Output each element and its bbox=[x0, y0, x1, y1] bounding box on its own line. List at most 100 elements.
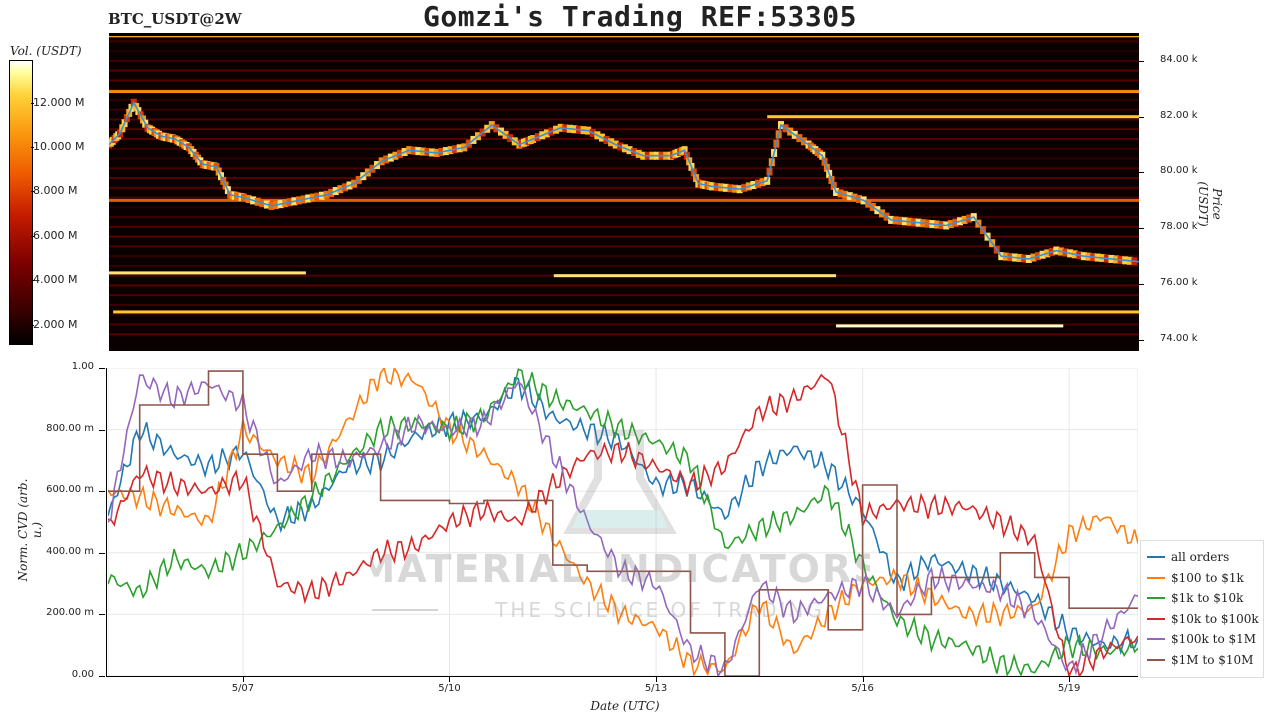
date-tick-mark bbox=[242, 677, 244, 682]
liquidity-band bbox=[109, 303, 1139, 306]
cvd-plot-area bbox=[107, 367, 1139, 677]
liquidity-band bbox=[109, 157, 1139, 160]
date-axis-title: Date (UTC) bbox=[590, 699, 660, 713]
price-tick-label: 76.00 k bbox=[1160, 277, 1198, 289]
liquidity-band bbox=[109, 108, 1139, 111]
price-tick-mark bbox=[1139, 116, 1144, 118]
liquidity-band bbox=[109, 264, 1139, 267]
liquidity-level bbox=[109, 90, 1139, 94]
cvd-chart bbox=[107, 365, 1139, 679]
colorbar-tick: 8.000 M bbox=[33, 184, 78, 197]
liquidity-band bbox=[109, 59, 1139, 62]
cvd-tick-label: 200.00 m bbox=[46, 607, 94, 619]
heatmap-background bbox=[109, 33, 1139, 351]
cvd-tick-label: 1.00 bbox=[71, 361, 94, 372]
colorbar-tick: 12.000 M bbox=[33, 96, 85, 109]
liquidity-band bbox=[109, 98, 1139, 101]
orderbook-heatmap-panel bbox=[106, 33, 1140, 351]
price-tick-label: 74.00 k bbox=[1160, 332, 1198, 344]
date-tick-label: 5/07 bbox=[231, 683, 255, 694]
liquidity-band bbox=[109, 50, 1139, 53]
date-tick-label: 5/19 bbox=[1057, 683, 1081, 694]
volume-colorbar bbox=[9, 60, 33, 345]
cvd-series-line bbox=[108, 370, 1138, 677]
chart-title: Gomzi's Trading REF:53305 bbox=[423, 0, 857, 33]
cvd-tick-mark bbox=[99, 676, 105, 677]
price-tick-mark bbox=[1139, 284, 1144, 286]
cvd-tick-label: 0.00 bbox=[71, 669, 94, 680]
legend-item: $100k to $1M bbox=[1147, 629, 1256, 649]
cvd-tick-mark bbox=[99, 491, 105, 493]
liquidity-band bbox=[109, 294, 1139, 297]
legend-label: all orders bbox=[1171, 550, 1230, 564]
liquidity-level bbox=[767, 115, 1139, 119]
date-tick-mark bbox=[862, 677, 864, 682]
liquidity-band bbox=[109, 128, 1139, 131]
liquidity-band bbox=[109, 333, 1139, 336]
price-tick-mark bbox=[1139, 60, 1144, 62]
price-tick-mark bbox=[1139, 228, 1144, 230]
liquidity-band bbox=[109, 216, 1139, 219]
liquidity-band bbox=[109, 177, 1139, 180]
colorbar-label: Vol. (USDT) bbox=[10, 44, 82, 58]
liquidity-band bbox=[109, 284, 1139, 287]
liquidity-band bbox=[109, 235, 1139, 238]
date-tick-label: 5/13 bbox=[644, 683, 668, 694]
cvd-series-line bbox=[107, 368, 1139, 678]
date-tick-mark bbox=[1069, 677, 1071, 682]
price-tick-mark bbox=[1139, 339, 1144, 341]
liquidity-band bbox=[109, 245, 1139, 248]
orderbook-heatmap bbox=[106, 33, 1140, 351]
liquidity-band bbox=[109, 69, 1139, 72]
colorbar-tick: 10.000 M bbox=[33, 140, 85, 153]
legend-item: all orders bbox=[1147, 547, 1229, 567]
liquidity-band bbox=[109, 118, 1139, 121]
symbol-label: BTC_USDT@2W bbox=[108, 10, 242, 28]
liquidity-band bbox=[109, 79, 1139, 82]
colorbar-tick-mark bbox=[31, 325, 34, 326]
liquidity-band bbox=[109, 186, 1139, 189]
price-tick-label: 78.00 k bbox=[1160, 221, 1198, 233]
liquidity-band bbox=[109, 138, 1139, 140]
cvd-axis-title: Norm. CVD (arb. u.) bbox=[16, 478, 44, 582]
legend-label: $1k to $10k bbox=[1171, 591, 1244, 605]
liquidity-level bbox=[553, 274, 837, 278]
legend-swatch bbox=[1147, 638, 1165, 640]
legend-item: $1M to $10M bbox=[1147, 650, 1253, 670]
cvd-tick-mark bbox=[99, 614, 105, 616]
liquidity-level bbox=[836, 324, 1064, 328]
cvd-tick-mark bbox=[99, 429, 105, 431]
cvd-tick-label: 400.00 m bbox=[46, 545, 94, 557]
date-tick-mark bbox=[656, 677, 658, 682]
liquidity-band bbox=[109, 313, 1139, 316]
cvd-tick-mark bbox=[99, 552, 105, 554]
date-tick-label: 5/16 bbox=[851, 683, 874, 694]
legend-label: $100k to $1M bbox=[1171, 632, 1257, 646]
cvd-tick-label: 800.00 m bbox=[46, 422, 94, 434]
legend-label: $10k to $100k bbox=[1171, 611, 1259, 626]
colorbar-tick-mark bbox=[31, 236, 34, 237]
colorbar-tick: 2.000 M bbox=[33, 318, 78, 331]
price-tick-mark bbox=[1139, 172, 1144, 174]
cvd-tick-label: 600.00 m bbox=[46, 484, 94, 496]
liquidity-band bbox=[109, 206, 1139, 209]
colorbar-tick-mark bbox=[31, 147, 34, 148]
liquidity-band bbox=[109, 196, 1139, 199]
price-axis-title: Price (USDT) bbox=[1196, 181, 1224, 227]
liquidity-band bbox=[109, 255, 1139, 258]
legend-item: $100 to $1k bbox=[1147, 568, 1244, 588]
colorbar-tick: 6.000 M bbox=[33, 229, 78, 242]
liquidity-band bbox=[109, 225, 1139, 228]
legend-item: $1k to $10k bbox=[1147, 588, 1243, 608]
liquidity-level bbox=[113, 310, 1140, 314]
date-tick-label: 5/10 bbox=[438, 683, 461, 694]
colorbar-tick-mark bbox=[31, 103, 34, 104]
legend-label: $100 to $1k bbox=[1171, 570, 1244, 585]
price-tick-label: 82.00 k bbox=[1160, 109, 1198, 121]
legend-swatch bbox=[1147, 556, 1165, 558]
cvd-panel bbox=[107, 365, 1139, 679]
cvd-series-line bbox=[107, 376, 1139, 656]
legend-item: $10k to $100k bbox=[1147, 609, 1259, 629]
price-tick-label: 80.00 k bbox=[1160, 165, 1198, 177]
cvd-series-line bbox=[107, 373, 1139, 679]
